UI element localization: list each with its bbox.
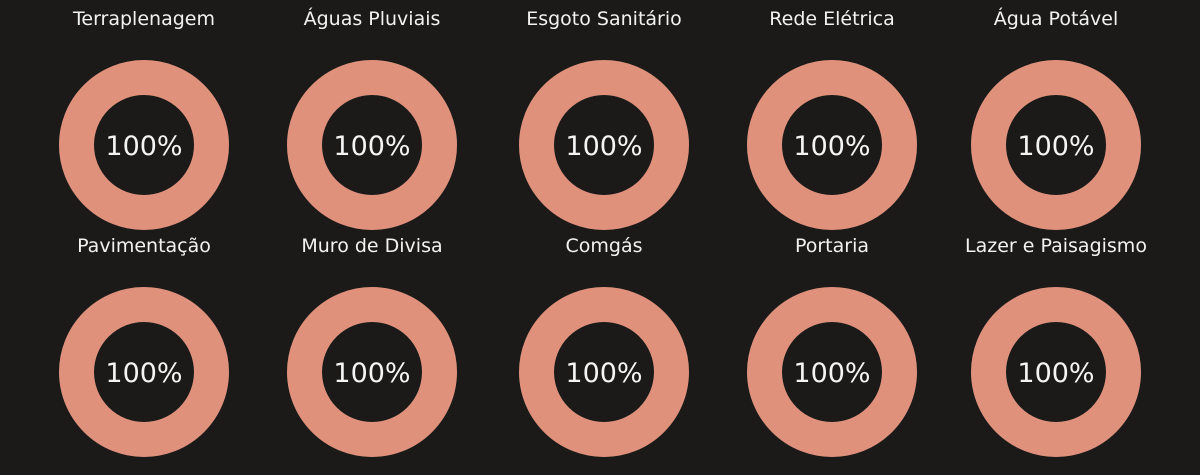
- donut-title: Pavimentação: [77, 235, 211, 257]
- donut-arc: [519, 60, 689, 230]
- donut-title: Águas Pluviais: [303, 8, 441, 30]
- donut-value-label: 100%: [1017, 131, 1094, 162]
- donut-arc: [287, 60, 457, 230]
- donut-arc: [971, 287, 1141, 457]
- donut-arc: [971, 60, 1141, 230]
- donut-value-label: 100%: [333, 131, 410, 162]
- donut-chart: Águas Pluviais 100%: [252, 0, 492, 230]
- donut-arc: [519, 287, 689, 457]
- donut-title: Terraplenagem: [73, 8, 215, 30]
- donut-title: Comgás: [565, 235, 643, 257]
- donut-value-label: 100%: [1017, 358, 1094, 389]
- donut-title: Muro de Divisa: [301, 235, 443, 257]
- donut-arc: [287, 287, 457, 457]
- donut-value-label: 100%: [565, 131, 642, 162]
- donut-title: Rede Elétrica: [769, 8, 895, 30]
- donut-value-label: 100%: [105, 358, 182, 389]
- donut-chart: Água Potável 100%: [936, 0, 1176, 230]
- donut-value-label: 100%: [793, 358, 870, 389]
- donut-chart: Esgoto Sanitário 100%: [484, 0, 724, 230]
- donut-title: Esgoto Sanitário: [526, 8, 682, 30]
- donut-chart: Portaria 100%: [712, 227, 952, 457]
- donut-value-label: 100%: [565, 358, 642, 389]
- donut-chart: Lazer e Paisagismo 100%: [936, 227, 1176, 457]
- donut-value-label: 100%: [105, 131, 182, 162]
- donut-arc: [747, 60, 917, 230]
- donut-arc: [59, 287, 229, 457]
- donut-value-label: 100%: [333, 358, 410, 389]
- donut-arc: [59, 60, 229, 230]
- donut-chart: Pavimentação 100%: [24, 227, 264, 457]
- donut-chart: Rede Elétrica 100%: [712, 0, 952, 230]
- donut-title: Água Potável: [993, 8, 1119, 30]
- donut-title: Lazer e Paisagismo: [965, 235, 1147, 257]
- donut-chart: Comgás 100%: [484, 227, 724, 457]
- donut-chart: Muro de Divisa 100%: [252, 227, 492, 457]
- donut-value-label: 100%: [793, 131, 870, 162]
- donut-chart: Terraplenagem 100%: [24, 0, 264, 230]
- donut-title: Portaria: [794, 235, 870, 257]
- donut-arc: [747, 287, 917, 457]
